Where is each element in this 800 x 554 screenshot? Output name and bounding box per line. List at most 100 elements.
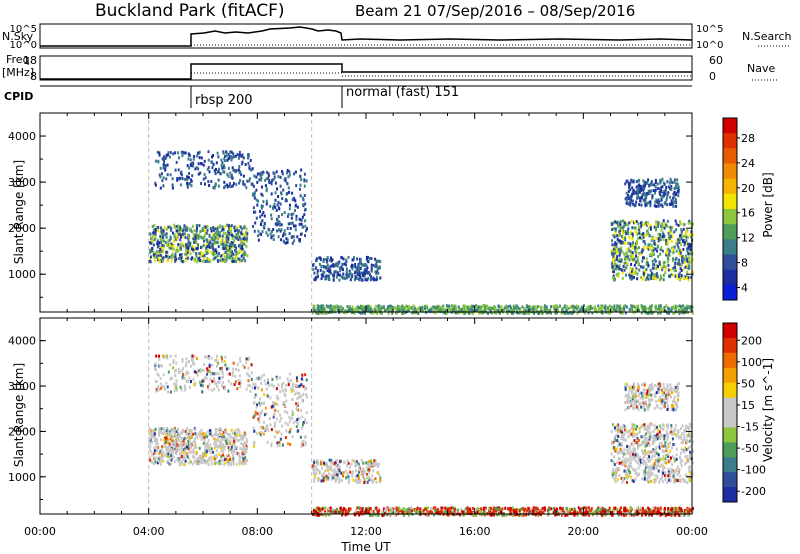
echo-cell xyxy=(632,255,635,258)
echo-cell xyxy=(342,268,344,272)
echo-cell xyxy=(373,459,376,463)
echo-cell xyxy=(646,229,649,233)
echo-cell xyxy=(188,433,191,437)
echo-cell xyxy=(401,304,404,308)
echo-cell xyxy=(171,183,174,187)
echo-cell xyxy=(330,459,333,462)
echo-cell xyxy=(181,358,184,362)
echo-cell xyxy=(440,305,443,309)
colorbar-tick-label: 4 xyxy=(741,282,748,295)
echo-cell xyxy=(232,155,235,159)
echo-cell xyxy=(650,304,653,308)
echo-cell xyxy=(636,189,639,193)
echo-cell xyxy=(652,434,655,438)
echo-cell xyxy=(635,242,638,246)
echo-cell xyxy=(688,219,691,223)
echo-cell xyxy=(246,235,249,239)
echo-cell xyxy=(379,476,382,480)
echo-cell xyxy=(201,236,204,240)
echo-cell xyxy=(268,181,271,184)
echo-cell xyxy=(180,150,183,154)
echo-cell xyxy=(379,309,382,313)
echo-cell xyxy=(230,451,233,455)
echo-cell xyxy=(541,311,544,315)
echo-cell xyxy=(236,434,239,438)
echo-cell xyxy=(169,354,172,358)
freq-panel: Freq. [MHz] 18 8 60 0 Nave xyxy=(2,53,778,83)
echo-cell xyxy=(339,309,342,313)
echo-cell xyxy=(655,228,657,232)
echo-cell xyxy=(634,268,637,272)
echo-cell xyxy=(154,460,157,464)
echo-cell xyxy=(201,368,204,372)
echo-cell xyxy=(181,260,184,264)
echo-cell xyxy=(659,247,662,251)
echo-cell xyxy=(172,359,175,362)
echo-cell xyxy=(184,151,187,155)
echo-cell xyxy=(158,241,161,245)
echo-cell xyxy=(654,200,657,204)
echo-cell xyxy=(589,306,592,310)
echo-cell xyxy=(358,274,361,277)
echo-cell xyxy=(216,360,219,364)
echo-cell xyxy=(205,444,208,447)
echo-cell xyxy=(654,178,657,182)
echo-cell xyxy=(356,257,359,261)
echo-cell xyxy=(255,216,258,220)
echo-cell xyxy=(651,194,654,198)
echo-cell xyxy=(172,245,175,249)
echo-cell xyxy=(172,430,175,434)
echo-cell xyxy=(209,455,212,459)
echo-cell xyxy=(625,201,628,205)
echo-cell xyxy=(653,258,656,262)
echo-cell xyxy=(622,219,624,223)
echo-cell xyxy=(270,181,272,184)
echo-cell xyxy=(173,235,176,239)
echo-cell xyxy=(659,278,662,282)
echo-cell xyxy=(188,166,191,170)
echo-cell xyxy=(667,458,669,462)
echo-cell xyxy=(355,469,357,473)
echo-cell xyxy=(325,478,328,481)
echo-cell xyxy=(491,311,494,315)
echo-cell xyxy=(241,232,244,236)
echo-cell xyxy=(246,254,249,258)
echo-cell xyxy=(330,467,333,471)
echo-cell xyxy=(165,232,168,236)
echo-cell xyxy=(234,259,237,263)
echo-cell xyxy=(184,236,187,240)
echo-cell xyxy=(311,311,314,315)
echo-cell xyxy=(277,220,280,224)
echo-cell xyxy=(238,244,241,248)
echo-cell xyxy=(315,257,318,261)
echo-cell xyxy=(449,308,451,312)
echo-cell xyxy=(688,439,691,443)
echo-cell xyxy=(358,470,360,474)
echo-cell xyxy=(196,260,199,264)
echo-cell xyxy=(629,230,632,234)
echo-cell xyxy=(680,263,683,267)
echo-cell xyxy=(232,367,235,371)
echo-cell xyxy=(454,304,457,308)
echo-cell xyxy=(349,309,352,313)
echo-cell xyxy=(680,222,683,226)
echo-cell xyxy=(612,270,615,274)
echo-cell xyxy=(559,304,561,308)
echo-cell xyxy=(270,383,273,387)
echo-cell xyxy=(632,241,635,245)
echo-cell xyxy=(257,199,260,203)
echo-cell xyxy=(292,421,295,425)
echo-cell xyxy=(642,256,645,260)
echo-cell xyxy=(195,357,198,361)
echo-cell xyxy=(351,470,354,474)
echo-cell xyxy=(632,435,634,439)
echo-cell xyxy=(293,239,296,243)
cpid-segment-label-1: rbsp 200 xyxy=(195,93,253,108)
echo-cell xyxy=(189,451,192,455)
echo-cell xyxy=(331,264,334,268)
echo-cell xyxy=(249,384,252,388)
echo-cell xyxy=(354,271,356,275)
echo-cell xyxy=(509,304,512,308)
echo-cell xyxy=(657,304,660,308)
echo-cell xyxy=(161,432,164,436)
